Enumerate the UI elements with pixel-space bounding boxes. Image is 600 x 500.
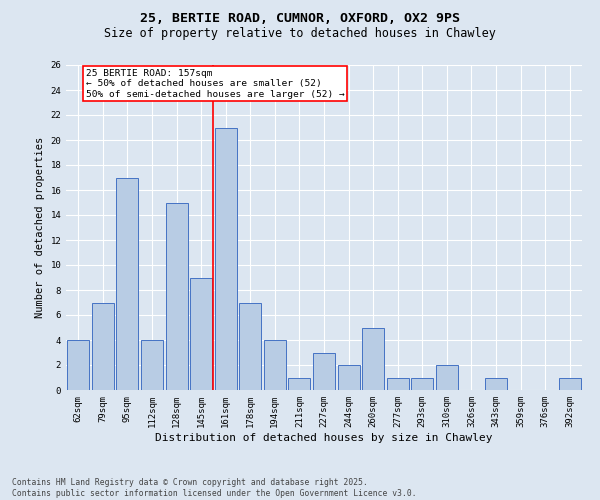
Y-axis label: Number of detached properties: Number of detached properties: [35, 137, 45, 318]
Bar: [264, 340, 286, 390]
Bar: [215, 128, 237, 390]
Bar: [362, 328, 384, 390]
Bar: [485, 378, 507, 390]
Bar: [338, 365, 359, 390]
Text: Size of property relative to detached houses in Chawley: Size of property relative to detached ho…: [104, 28, 496, 40]
Text: 25, BERTIE ROAD, CUMNOR, OXFORD, OX2 9PS: 25, BERTIE ROAD, CUMNOR, OXFORD, OX2 9PS: [140, 12, 460, 26]
Bar: [289, 378, 310, 390]
Bar: [313, 352, 335, 390]
Bar: [436, 365, 458, 390]
Text: 25 BERTIE ROAD: 157sqm
← 50% of detached houses are smaller (52)
50% of semi-det: 25 BERTIE ROAD: 157sqm ← 50% of detached…: [86, 68, 344, 98]
Text: Contains HM Land Registry data © Crown copyright and database right 2025.
Contai: Contains HM Land Registry data © Crown c…: [12, 478, 416, 498]
Bar: [116, 178, 139, 390]
Bar: [386, 378, 409, 390]
X-axis label: Distribution of detached houses by size in Chawley: Distribution of detached houses by size …: [155, 432, 493, 442]
Bar: [411, 378, 433, 390]
Bar: [239, 302, 262, 390]
Bar: [166, 202, 188, 390]
Bar: [67, 340, 89, 390]
Bar: [92, 302, 114, 390]
Bar: [190, 278, 212, 390]
Bar: [559, 378, 581, 390]
Bar: [141, 340, 163, 390]
